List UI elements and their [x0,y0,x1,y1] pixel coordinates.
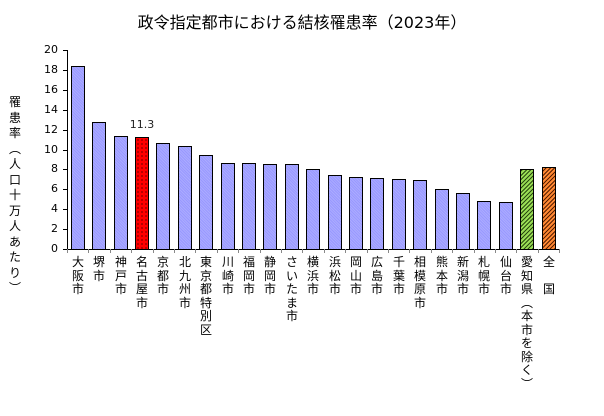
bar [178,146,192,250]
bar [285,164,299,250]
bar [71,66,85,250]
x-tick-label: 相模原市 [413,255,426,310]
x-tick [110,249,111,253]
y-tick [63,130,67,131]
x-tick [367,249,368,253]
y-tick [63,50,67,51]
y-tick-label: 0 [51,242,58,255]
bar [242,163,256,250]
x-tick-label: 岡山市 [349,255,362,296]
bar [221,163,235,250]
y-tick [63,169,67,170]
bar [199,155,213,250]
x-tick [88,249,89,253]
bar [413,180,427,250]
x-tick-label: 千葉市 [392,255,405,296]
y-tick-label: 16 [44,83,58,96]
y-tick [63,209,67,210]
bar [328,175,342,250]
y-tick [63,249,67,250]
x-tick-label: 神戸市 [114,255,127,296]
y-tick [63,189,67,190]
y-tick-label: 4 [51,202,58,215]
x-tick [174,249,175,253]
chart-title: 政令指定都市における結核罹患率（2023年） [137,13,467,32]
x-tick [324,249,325,253]
x-tick [452,249,453,253]
y-tick-label: 6 [51,182,58,195]
bar [263,164,277,250]
x-tick-label: 新潟市 [456,255,469,296]
y-tick [63,90,67,91]
x-tick [238,249,239,253]
bar [392,179,406,250]
x-tick [559,249,560,253]
bar [306,169,320,250]
x-tick [195,249,196,253]
x-tick-label: さいたま市 [285,255,298,323]
bar [542,167,556,250]
x-tick-label: 大阪市 [71,255,84,296]
y-tick-label: 10 [44,143,58,156]
bar [435,189,449,250]
x-tick [388,249,389,253]
x-tick [345,249,346,253]
x-tick-label: 堺市 [92,255,105,283]
x-tick-label: 札幌市 [477,255,490,296]
x-tick-label: 広島市 [370,255,383,296]
y-axis-line [67,50,68,250]
x-tick [302,249,303,253]
bar [156,143,170,250]
x-tick [281,249,282,253]
y-tick-label: 8 [51,162,58,175]
bar [349,177,363,250]
y-tick-label: 12 [44,123,58,136]
x-tick [431,249,432,253]
y-axis-label: 罹患率 ︵ 人口十万人あたり ︶ [8,95,21,295]
x-tick-label: 福岡市 [242,255,255,296]
bar [92,122,106,250]
x-tick [217,249,218,253]
y-tick-label: 18 [44,63,58,76]
bar [499,202,513,250]
y-tick [63,150,67,151]
data-label: 11.3 [129,118,155,131]
bar [477,201,491,250]
x-tick-label: 横浜市 [306,255,319,296]
x-tick-label: 熊本市 [435,255,448,296]
x-tick-label: 静岡市 [263,255,276,296]
x-tick-label: 名古屋市 [135,255,148,310]
bar [114,136,128,250]
y-tick-label: 2 [51,222,58,235]
x-tick [538,249,539,253]
x-tick-label: 浜松市 [328,255,341,296]
bar [135,137,149,250]
x-tick [131,249,132,253]
y-tick [63,70,67,71]
x-tick [153,249,154,253]
y-tick [63,229,67,230]
x-tick-label: 全 国 [542,255,555,296]
x-tick [260,249,261,253]
x-tick-label: 川崎市 [221,255,234,296]
y-tick-label: 14 [44,103,58,116]
y-tick [63,110,67,111]
y-tick-label: 20 [44,43,58,56]
x-tick-label: 北九州市 [178,255,191,310]
x-tick [474,249,475,253]
x-tick [495,249,496,253]
x-tick-label: 愛知県 ︵ 本市を除く ︶ [520,255,533,391]
bar [370,178,384,250]
x-tick-label: 東京都特別区 [199,255,212,337]
x-tick [516,249,517,253]
x-tick-label: 京都市 [156,255,169,296]
bar [520,169,534,250]
bar [456,193,470,250]
x-tick [409,249,410,253]
x-tick [67,249,68,253]
x-tick-label: 仙台市 [499,255,512,296]
